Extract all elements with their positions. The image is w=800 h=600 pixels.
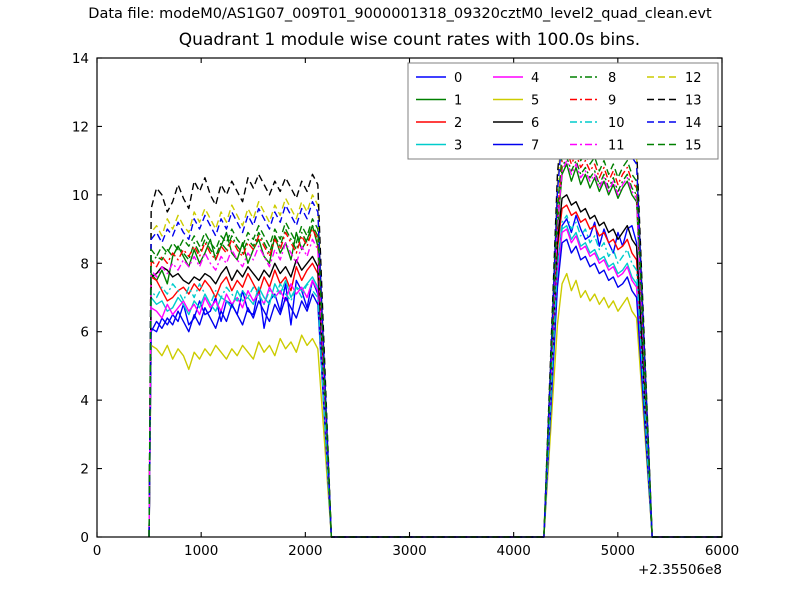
legend-label-0: 0 bbox=[454, 71, 462, 86]
series-line-15 bbox=[148, 142, 722, 538]
figure-suptitle: Data file: modeM0/AS1G07_009T01_90000013… bbox=[88, 6, 712, 22]
x-tick-label: 0 bbox=[93, 543, 102, 559]
series-line-12 bbox=[148, 118, 722, 538]
legend-label-15: 15 bbox=[685, 139, 702, 154]
legend-label-5: 5 bbox=[531, 94, 539, 109]
x-tick-label: 3000 bbox=[392, 543, 426, 559]
y-tick-label: 8 bbox=[80, 256, 89, 272]
y-tick-label: 2 bbox=[80, 462, 89, 478]
series-line-9 bbox=[148, 149, 722, 538]
y-tick-label: 10 bbox=[72, 188, 89, 204]
x-axis-offset-text: +2.35506e8 bbox=[638, 562, 722, 578]
legend-label-14: 14 bbox=[685, 116, 702, 131]
y-tick-label: 0 bbox=[80, 530, 89, 546]
axes-title: Quadrant 1 module wise count rates with … bbox=[178, 30, 641, 50]
axis-ticks: 0 1000 2000 3000 4000 5000 600002468101214+2.3… bbox=[72, 51, 739, 578]
series-line-6 bbox=[148, 194, 722, 538]
legend-label-8: 8 bbox=[608, 71, 616, 86]
series-line-0 bbox=[148, 214, 722, 538]
series-line-13 bbox=[148, 108, 722, 538]
series-line-10 bbox=[148, 214, 722, 538]
y-tick-label: 12 bbox=[72, 119, 89, 135]
x-tick-label: 6000 bbox=[705, 543, 739, 559]
y-tick-label: 4 bbox=[80, 393, 89, 409]
y-tick-label: 6 bbox=[80, 325, 89, 341]
legend-label-6: 6 bbox=[531, 116, 539, 131]
legend-label-7: 7 bbox=[531, 139, 539, 154]
x-tick-label: 5000 bbox=[601, 543, 635, 559]
legend-label-2: 2 bbox=[454, 116, 462, 131]
legend-label-10: 10 bbox=[608, 116, 625, 131]
legend-label-1: 1 bbox=[454, 94, 462, 109]
series-line-4 bbox=[148, 228, 722, 538]
legend-label-3: 3 bbox=[454, 139, 462, 154]
legend-label-12: 12 bbox=[685, 71, 702, 86]
series-line-3 bbox=[148, 224, 722, 538]
legend-label-13: 13 bbox=[685, 94, 702, 109]
legend-label-11: 11 bbox=[608, 139, 625, 154]
series-line-11 bbox=[148, 159, 722, 538]
x-tick-label: 2000 bbox=[288, 543, 322, 559]
series-line-8 bbox=[148, 156, 722, 538]
x-tick-label: 1000 bbox=[184, 543, 218, 559]
y-tick-label: 14 bbox=[72, 51, 89, 67]
legend-label-4: 4 bbox=[531, 71, 539, 86]
series-layer bbox=[148, 108, 722, 538]
legend-label-9: 9 bbox=[608, 94, 616, 109]
series-line-1 bbox=[148, 163, 722, 538]
series-line-5 bbox=[148, 272, 722, 538]
series-line-2 bbox=[148, 204, 722, 538]
x-tick-label: 4000 bbox=[496, 543, 530, 559]
series-line-7 bbox=[148, 238, 722, 538]
